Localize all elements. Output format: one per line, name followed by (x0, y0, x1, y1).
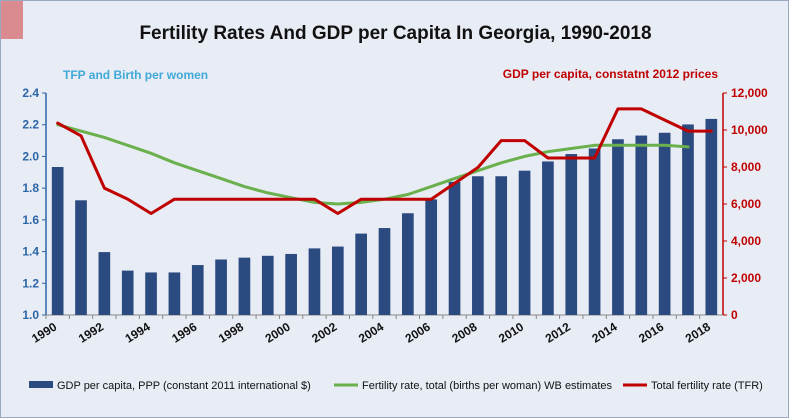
left-tick-label: 1.4 (22, 245, 39, 259)
x-tick-label: 2008 (449, 320, 479, 346)
gdp-bar (238, 257, 251, 315)
right-tick-label: 0 (731, 308, 738, 322)
gdp-bar (658, 132, 671, 315)
right-tick-label: 8,000 (731, 160, 761, 174)
right-tick-label: 10,000 (731, 123, 768, 137)
right-tick-label: 4,000 (731, 234, 761, 248)
legend-gdp-label: GDP per capita, PPP (constant 2011 inter… (57, 380, 311, 392)
right-tick-label: 12,000 (731, 86, 768, 100)
gdp-bar (121, 270, 134, 315)
gdp-bar (98, 252, 111, 315)
x-tick-label: 1996 (169, 320, 199, 346)
gdp-bar (542, 161, 554, 315)
gdp-bar (635, 135, 648, 315)
right-tick-label: 2,000 (731, 271, 761, 285)
wb-fertility-line (56, 123, 690, 206)
gdp-bar (215, 259, 227, 315)
left-tick-label: 2.4 (22, 86, 39, 100)
left-tick-label: 1.8 (22, 181, 39, 195)
gdp-bar (191, 265, 204, 315)
gdp-bar (51, 167, 64, 315)
gdp-bar (425, 199, 438, 315)
gdp-bar (588, 148, 601, 315)
left-tick-label: 1.2 (22, 276, 39, 290)
gdp-bar (472, 176, 484, 315)
x-tick-label: 2006 (403, 320, 433, 346)
gdp-bar (355, 233, 367, 315)
gdp-bar (308, 248, 321, 315)
right-axis-label: GDP per capita, constatnt 2012 prices (502, 67, 718, 81)
right-tick-label: 6,000 (731, 197, 761, 211)
x-tick-label: 1994 (123, 320, 153, 346)
gdp-bar (331, 246, 344, 315)
legend-gdp-swatch (29, 381, 53, 388)
gdp-bar (565, 154, 578, 315)
x-tick-label: 2018 (683, 320, 713, 346)
left-tick-label: 1.0 (22, 308, 39, 322)
left-axis-label: TFP and Birth per women (63, 68, 209, 82)
left-tick-label: 2.0 (22, 149, 39, 163)
x-tick-label: 2000 (263, 320, 293, 346)
x-tick-label: 1998 (216, 320, 246, 346)
gdp-bar (285, 253, 297, 315)
x-tick-label: 1990 (29, 320, 59, 346)
left-tick-label: 2.2 (22, 118, 39, 132)
legend-wb-label: Fertility rate, total (births per woman)… (362, 380, 613, 392)
gdp-bar (612, 139, 624, 315)
gdp-bar (448, 181, 461, 315)
gdp-bar (261, 255, 274, 315)
gdp-bar (75, 200, 87, 315)
tfr-line (56, 107, 713, 215)
gdp-bar (168, 272, 181, 315)
gdp-bar (705, 118, 718, 316)
x-tick-label: 2016 (636, 320, 666, 346)
gdp-bar (495, 176, 508, 315)
x-tick-label: 2012 (543, 320, 573, 346)
x-tick-label: 2014 (589, 320, 619, 346)
chart-title: Fertility Rates And GDP per Capita In Ge… (139, 23, 652, 44)
x-tick-label: 2010 (496, 320, 526, 346)
x-tick-label: 2004 (356, 320, 386, 346)
gdp-bar (682, 124, 694, 315)
x-tick-label: 2002 (309, 320, 339, 346)
x-tick-label: 1992 (76, 320, 106, 346)
gdp-bar (378, 228, 391, 315)
legend-tfr-label: Total fertility rate (TFR) (651, 380, 763, 392)
left-tick-label: 1.6 (22, 213, 39, 227)
gdp-bar (518, 170, 531, 315)
gdp-bar (402, 213, 414, 315)
gdp-bar (145, 272, 157, 315)
corner-decoration (1, 1, 23, 39)
